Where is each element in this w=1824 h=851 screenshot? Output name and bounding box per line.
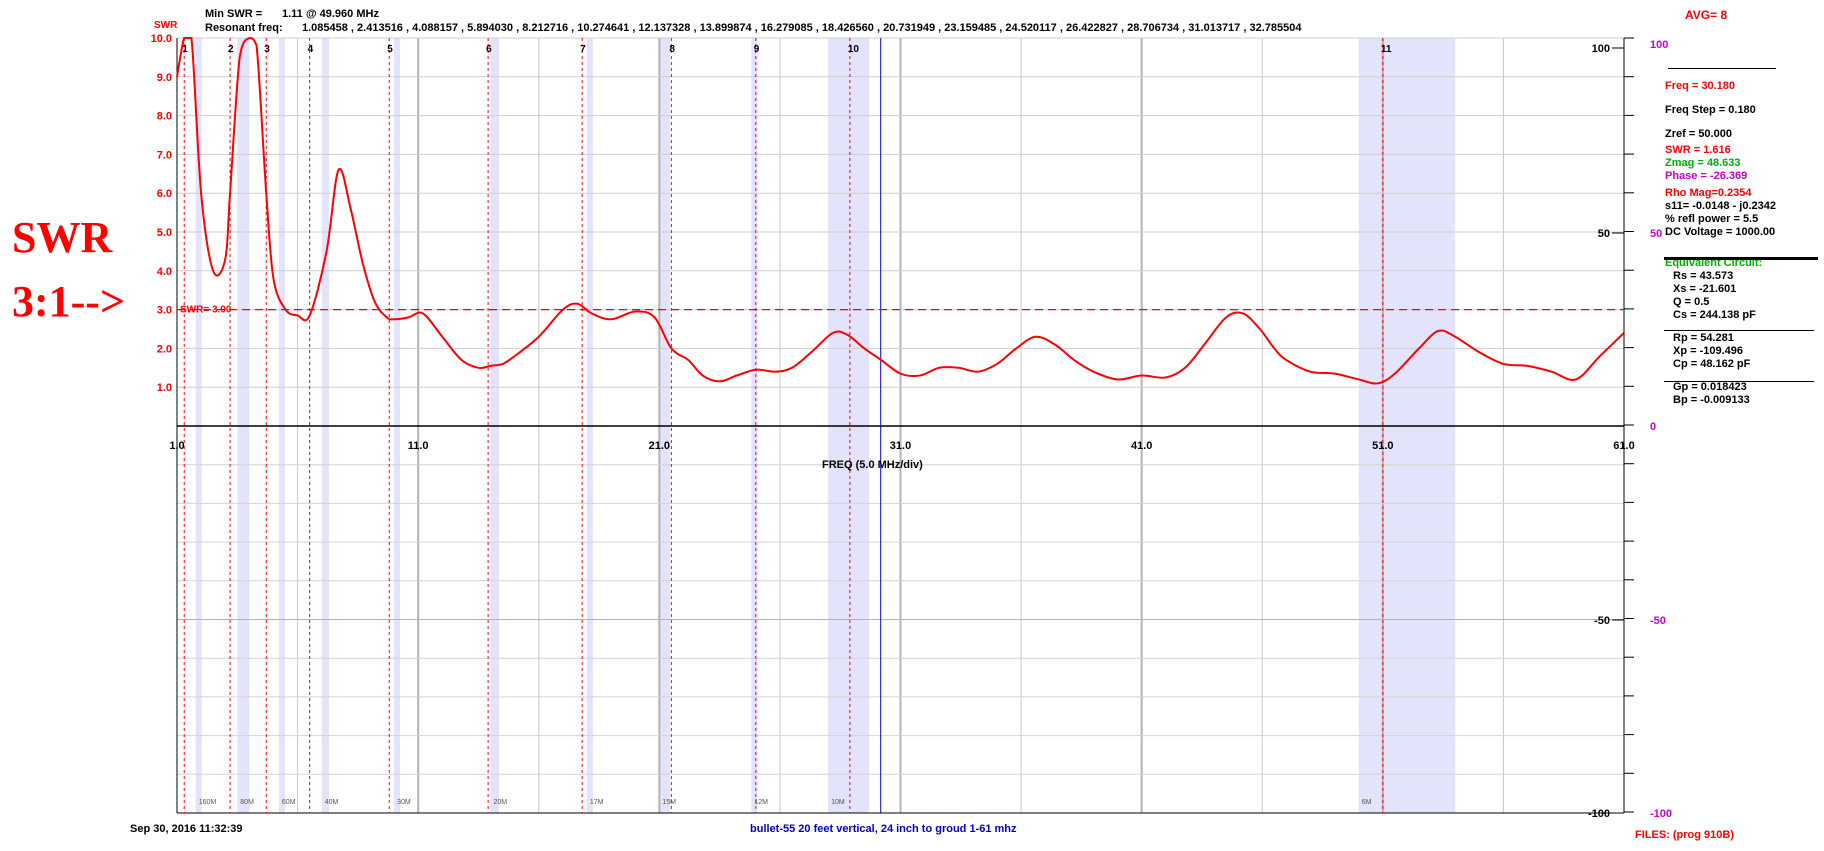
swr-tick-4.0: 4.0 [157,266,172,278]
test-description: bullet-55 20 feet vertical, 24 inch to g… [750,823,1017,835]
right-tick-100: 100 [1592,43,1610,55]
band-label-17M: 17M [590,799,604,806]
zref-readout: Zref = 50.000 [1665,128,1732,140]
swr-tick-1.0: 1.0 [157,382,172,394]
gp-readout: Gp = 0.018423 [1673,381,1747,393]
band-label-160M: 160M [199,799,217,806]
right-tick--100: -100 [1588,808,1610,820]
phase-tick--100: -100 [1650,808,1672,820]
band-label-20M: 20M [494,799,508,806]
panel-divider-top [1668,68,1776,69]
marker-label-10: 10 [848,44,860,55]
swr-reference-label: SWR= 3.00 [180,305,232,316]
marker-label-1: 1 [182,44,188,55]
zmag-readout: Zmag = 48.633 [1665,157,1741,169]
swr-readout: SWR = 1.616 [1665,144,1731,156]
swr-tick-8.0: 8.0 [157,111,172,123]
rp-readout: Rp = 54.281 [1673,332,1734,344]
swr-tick-2.0: 2.0 [157,343,172,355]
info-panel: Freq = 30.180 Freq Step = 0.180 Zref = 5… [1665,80,1776,407]
series-swr-line [176,36,1625,385]
band-label-30M: 30M [397,799,411,806]
band-label-15M: 15M [662,799,676,806]
panel-divider-thick [1664,257,1818,260]
x-axis-label: FREQ (5.0 MHz/div) [822,459,923,471]
phase-tick-100: 100 [1650,39,1668,51]
swr-tick-6.0: 6.0 [157,188,172,200]
marker-label-2: 2 [228,44,234,55]
x-tick-51.0: 51.0 [1372,440,1393,452]
s11-readout: s11= -0.0148 - j0.2342 [1665,200,1777,212]
marker-label-6: 6 [486,44,492,55]
files-label: FILES: (prog 910B) [1635,829,1735,841]
phase-tick--50: -50 [1650,615,1666,627]
panel-divider-2 [1664,381,1814,382]
grid-layer [176,37,1634,814]
x-tick-21.0: 21.0 [649,440,670,452]
marker-label-3: 3 [264,44,270,55]
freq-step-readout: Freq Step = 0.180 [1665,104,1756,116]
marker-label-4: 4 [308,44,314,55]
band-label-6M: 6M [1362,799,1372,806]
panel-divider-1 [1664,330,1814,331]
cp-readout: Cp = 48.162 pF [1673,358,1751,370]
resonant-freq-label: Resonant freq: [205,22,283,34]
band-label-60M: 60M [282,799,296,806]
xp-readout: Xp = -109.496 [1673,345,1744,357]
phase-readout: Phase = -26.369 [1665,170,1748,182]
series-layer [176,36,1625,385]
dc-voltage-readout: DC Voltage = 1000.00 [1665,226,1776,238]
marker-label-8: 8 [669,44,675,55]
marker-label-7: 7 [580,44,586,55]
swr-tick-9.0: 9.0 [157,72,172,84]
band-label-80M: 80M [240,799,254,806]
refl-power-readout: % refl power = 5.5 [1665,213,1759,225]
resonant-freq-values: 1.085458 , 2.413516 , 4.088157 , 5.89403… [302,22,1302,34]
phase-tick-50: 50 [1650,228,1662,240]
phase-tick-0: 0 [1650,421,1656,433]
swr-annotation-line1: SWR [12,213,113,262]
x-tick-31.0: 31.0 [890,440,911,452]
band-label-12M: 12M [754,799,768,806]
band-label-10M: 10M [831,799,845,806]
right-tick-50: 50 [1598,228,1610,240]
band-label-40M: 40M [325,799,339,806]
marker-label-11: 11 [1381,44,1392,55]
min-swr-value: 1.11 @ 49.960 MHz [282,8,379,20]
equivalent-circuit-title: Equivalent Circuit: [1665,257,1763,269]
rho-mag-readout: Rho Mag=0.2354 [1665,187,1752,199]
y-axis-label: SWR [154,20,178,31]
swr-tick-5.0: 5.0 [157,227,172,239]
q-readout: Q = 0.5 [1673,296,1710,308]
marker-label-9: 9 [754,44,760,55]
x-tick-1.0: 1.0 [169,440,184,452]
swr-tick-7.0: 7.0 [157,149,172,161]
avg-indicator: AVG= 8 [1685,8,1728,22]
swr-annotation-line2: 3:1--> [12,277,126,326]
swr-tick-3.0: 3.0 [157,305,172,317]
marker-label-5: 5 [387,44,393,55]
right-tick--50: -50 [1594,615,1610,627]
x-tick-61.0: 61.0 [1613,440,1634,452]
bp-readout: Bp = -0.009133 [1673,394,1750,406]
cs-readout: Cs = 244.138 pF [1673,309,1756,321]
x-tick-41.0: 41.0 [1131,440,1152,452]
freq-readout: Freq = 30.180 [1665,80,1736,92]
marker-lines-layer [183,38,1384,813]
timestamp: Sep 30, 2016 11:32:39 [130,823,243,835]
xs-readout: Xs = -21.601 [1673,283,1737,295]
min-swr-label: Min SWR = [205,8,263,20]
x-tick-11.0: 11.0 [408,440,429,452]
swr-tick-10.0: 10.0 [151,33,172,45]
rs-readout: Rs = 43.573 [1673,270,1734,282]
tick-labels-layer: 160M 80M 60M 40M 30M 20M 17M 15M 12M 10M 6M 1 2 3 4 5 6 7… [151,33,1672,820]
